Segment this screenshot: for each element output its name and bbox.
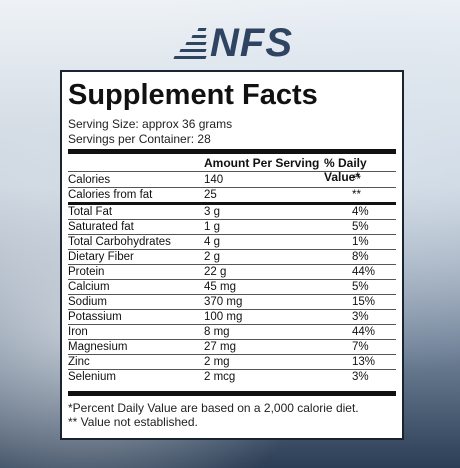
nutrient-name: Magnesium [68,341,128,353]
table-row: Sodium 370 mg 15% [68,296,396,310]
nutrient-amount: 3 g [204,206,220,218]
nutrient-amount: 22 g [204,266,227,278]
nutrient-amount: 2 g [204,251,220,263]
nutrient-name: Selenium [68,371,116,383]
divider-thick-bottom [68,391,396,396]
table-row: Calories from fat 25 ** [68,189,396,203]
table-row: Protein 22 g 44% [68,266,396,280]
nutrient-daily-value: 13% [352,356,376,368]
nutrient-name: Iron [68,326,88,338]
nutrient-name: Calories [68,174,111,186]
table-row: Zinc 2 mg 13% [68,356,396,370]
table-row: Saturated fat 1 g 5% [68,221,396,235]
logo-text: NFS [210,21,293,65]
nutrient-daily-value: 3% [352,371,369,383]
servings-per-container: Servings per Container: 28 [68,132,211,146]
nutrient-daily-value: 5% [352,281,369,293]
nutrient-daily-value: ** [352,174,361,186]
nutrient-name: Total Carbohydrates [68,236,171,248]
divider-thick [68,149,396,154]
nutrient-name: Protein [68,266,105,278]
nutrient-amount: 45 mg [204,281,236,293]
table-row: Calcium 45 mg 5% [68,281,396,295]
nutrient-daily-value: 3% [352,311,369,323]
table-row: Magnesium 27 mg 7% [68,341,396,355]
nutrient-amount: 4 g [204,236,220,248]
table-row: Total Fat 3 g 4% [68,206,396,220]
footnote-daily-value: *Percent Daily Value are based on a 2,00… [68,401,359,415]
nutrient-amount: 25 [204,189,217,201]
label-title: Supplement Facts [68,79,318,111]
nutrient-daily-value: 15% [352,296,376,308]
nutrient-daily-value: 5% [352,221,369,233]
nutrient-name: Calcium [68,281,110,293]
nutrient-amount: 1 g [204,221,220,233]
footnote-not-established: ** Value not established. [68,415,198,429]
nutrient-amount: 27 mg [204,341,236,353]
nutrient-amount: 140 [204,174,224,186]
table-row: Iron 8 mg 44% [68,326,396,340]
nutrient-daily-value: ** [352,189,361,201]
table-row: Potassium 100 mg 3% [68,311,396,325]
supplement-facts-panel: Supplement Facts Serving Size: approx 36… [60,70,404,440]
table-row: Dietary Fiber 2 g 8% [68,251,396,265]
nutrient-daily-value: 8% [352,251,369,263]
nutrient-name: Total Fat [68,206,113,218]
table-row: Total Carbohydrates 4 g 1% [68,236,396,250]
nutrient-daily-value: 44% [352,326,376,338]
divider-thin [68,171,396,172]
nutrient-name: Saturated fat [68,221,134,233]
nutrient-daily-value: 1% [352,236,369,248]
brand-logo: NFS [172,21,302,65]
nutrient-name: Calories from fat [68,189,153,201]
nutrient-amount: 8 mg [204,326,230,338]
column-header-daily-value: % Daily Value* [324,156,367,184]
serving-size: Serving Size: approx 36 grams [68,117,233,131]
column-header-amount: Amount Per Serving [204,156,320,170]
nutrient-name: Sodium [68,296,107,308]
divider-medium [68,202,396,205]
table-row: Calories 140 ** [68,174,396,188]
nutrient-name: Dietary Fiber [68,251,134,263]
nutrient-daily-value: 4% [352,206,369,218]
nutrient-name: Potassium [68,311,122,323]
nutrient-amount: 100 mg [204,311,243,323]
nutrient-daily-value: 44% [352,266,376,278]
nutrient-amount: 2 mg [204,356,230,368]
nutrient-amount: 370 mg [204,296,243,308]
table-row: Selenium 2 mcg 3% [68,371,396,384]
nutrient-name: Zinc [68,356,90,368]
nutrient-daily-value: 7% [352,341,369,353]
nutrient-amount: 2 mcg [204,371,236,383]
